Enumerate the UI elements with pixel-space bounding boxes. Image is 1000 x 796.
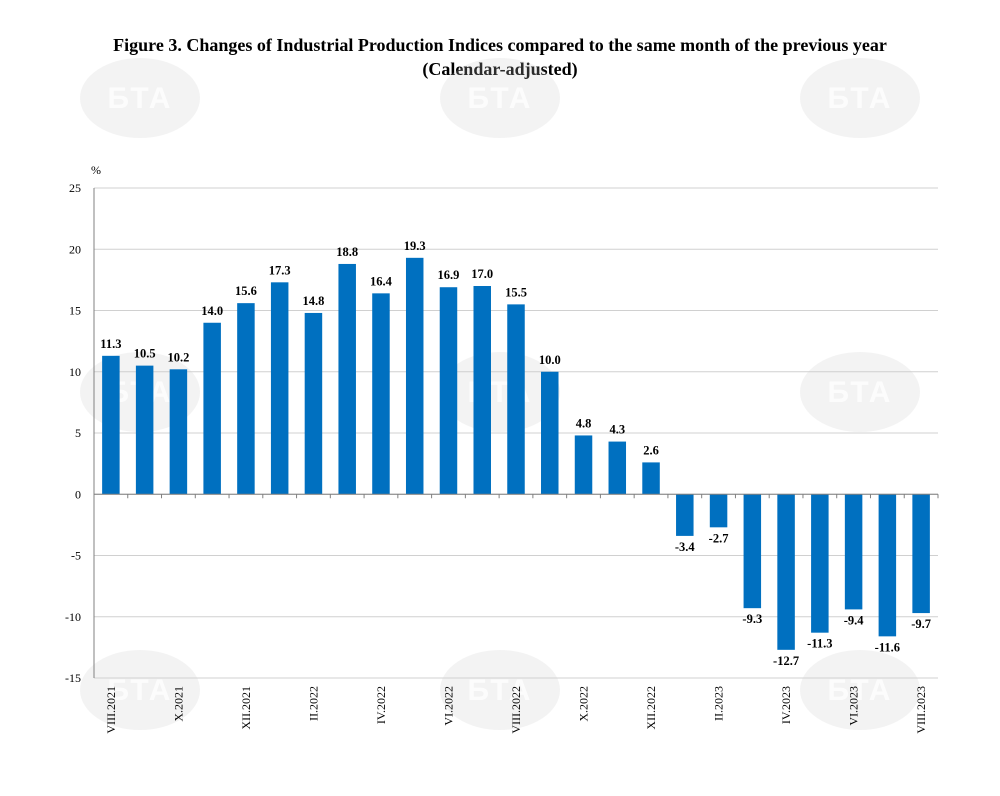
y-tick-label: 5 xyxy=(75,426,81,440)
bar xyxy=(541,371,559,495)
y-tick-label: -15 xyxy=(65,671,81,685)
watermark-logo: БТА xyxy=(440,58,560,138)
data-label: 11.3 xyxy=(100,337,121,351)
chart-subtitle: (Calendar-adjusted) xyxy=(422,59,578,79)
x-tick-label: II.2023 xyxy=(712,686,726,721)
bar xyxy=(439,287,458,495)
bar xyxy=(237,303,255,495)
bar xyxy=(608,441,627,495)
data-label: -9.7 xyxy=(911,617,931,631)
bar xyxy=(709,494,728,528)
data-label: 17.0 xyxy=(471,267,493,281)
bar xyxy=(203,322,221,495)
x-tick-label: VI.2023 xyxy=(847,686,861,726)
data-label: 19.3 xyxy=(404,239,426,253)
x-tick-label: X.2022 xyxy=(577,686,591,722)
y-axis-label: % xyxy=(91,163,101,177)
bar xyxy=(811,494,829,633)
data-label: 15.6 xyxy=(235,284,257,298)
data-label: 18.8 xyxy=(336,245,358,259)
data-label: 4.3 xyxy=(609,423,625,437)
data-label: 10.0 xyxy=(539,353,561,367)
bar xyxy=(270,282,289,495)
data-label: -12.7 xyxy=(773,654,799,668)
x-tick-label: VI.2022 xyxy=(441,686,455,726)
data-label: 14.0 xyxy=(201,304,223,318)
y-tick-label: 25 xyxy=(69,181,81,195)
y-tick-label: 15 xyxy=(69,304,81,318)
x-tick-label: IV.2022 xyxy=(374,686,388,724)
watermark-logo: БТА xyxy=(800,352,920,432)
y-tick-label: -10 xyxy=(65,610,81,624)
data-label: -11.6 xyxy=(875,640,900,654)
data-label: 10.5 xyxy=(134,347,156,361)
bar xyxy=(304,312,323,495)
x-tick-label: VIII.2021 xyxy=(104,686,118,734)
bar xyxy=(338,263,356,495)
bar xyxy=(102,355,120,495)
x-tick-label: XII.2022 xyxy=(644,686,658,730)
y-tick-label: 20 xyxy=(69,242,81,256)
x-tick-label: VIII.2022 xyxy=(509,686,523,734)
bar xyxy=(372,293,390,495)
y-tick-label: 10 xyxy=(69,365,81,379)
data-label: -3.4 xyxy=(675,540,696,554)
data-label: -9.3 xyxy=(742,612,762,626)
bar xyxy=(405,257,424,495)
bar xyxy=(169,369,188,495)
data-label: 15.5 xyxy=(505,285,527,299)
bar xyxy=(912,494,930,614)
watermark-logo: БТА xyxy=(80,650,200,730)
bar xyxy=(743,494,762,609)
chart-title: Figure 3. Changes of Industrial Producti… xyxy=(113,35,887,55)
watermark-logo: БТА xyxy=(800,58,920,138)
x-tick-label: X.2021 xyxy=(171,686,185,722)
data-label: 16.9 xyxy=(438,268,460,282)
bar xyxy=(642,462,660,495)
bar xyxy=(844,494,863,610)
x-tick-label: VIII.2023 xyxy=(914,686,928,734)
data-label: -11.3 xyxy=(807,637,832,651)
data-label: 2.6 xyxy=(643,443,659,457)
data-label: 16.4 xyxy=(370,274,393,288)
x-tick-label: II.2022 xyxy=(306,686,320,721)
y-tick-label: 0 xyxy=(75,487,81,501)
data-label: -2.7 xyxy=(709,531,729,545)
y-tick-label: -5 xyxy=(71,549,81,563)
bar xyxy=(878,494,897,637)
watermark-logo: БТА xyxy=(440,650,560,730)
watermark-logo: БТА xyxy=(800,650,920,730)
bar xyxy=(574,435,593,495)
data-label: -9.4 xyxy=(844,613,865,627)
data-label: 10.2 xyxy=(167,350,189,364)
bar xyxy=(507,304,525,495)
watermark-logo: БТА xyxy=(80,58,200,138)
bar xyxy=(777,494,795,650)
data-label: 17.3 xyxy=(269,263,291,277)
x-tick-label: IV.2023 xyxy=(779,686,793,724)
bar xyxy=(135,365,154,495)
bar xyxy=(473,286,491,495)
data-label: 4.8 xyxy=(576,416,592,430)
bar xyxy=(676,494,694,536)
data-label: 14.8 xyxy=(303,294,325,308)
x-tick-label: XII.2021 xyxy=(239,686,253,730)
